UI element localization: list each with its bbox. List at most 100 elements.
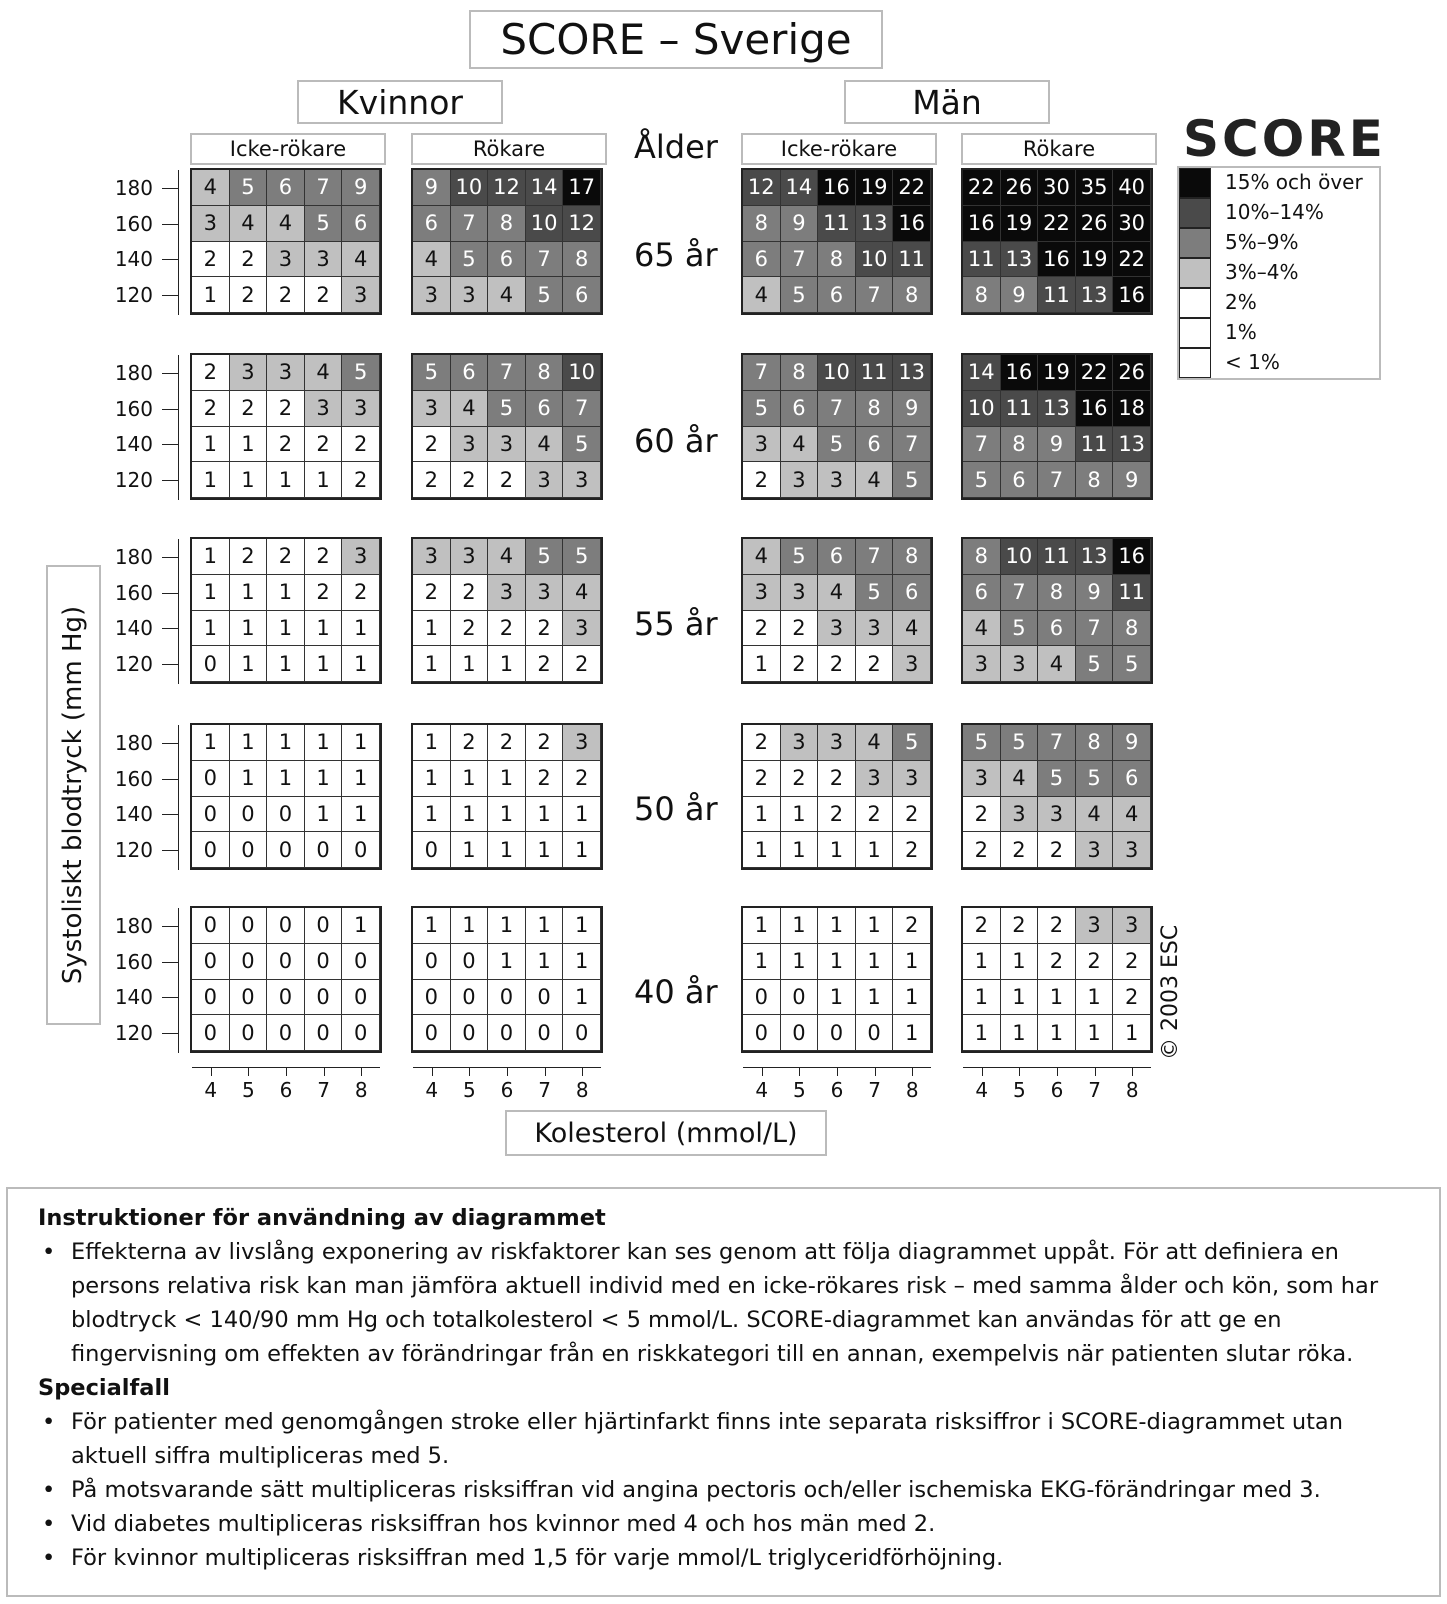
legend-item: 3%–4%	[1179, 258, 1379, 288]
cholesterol-axis-line	[963, 1067, 1151, 1068]
risk-cell: 13	[893, 355, 931, 391]
risk-cell: 6	[855, 426, 894, 463]
bp-tick	[162, 259, 178, 261]
risk-cell: 3	[450, 277, 489, 313]
risk-cell: 1	[229, 574, 268, 611]
risk-cell: 3	[304, 390, 343, 427]
risk-cell: 1	[450, 646, 489, 682]
cholesterol-tick	[431, 1068, 433, 1076]
risk-cell: 4	[342, 241, 380, 278]
cholesterol-tick	[210, 1068, 212, 1076]
cholesterol-tick	[469, 1068, 471, 1076]
risk-cell: 6	[743, 241, 781, 278]
bp-tick	[162, 187, 178, 189]
instructions-heading: Instruktioner för användning av diagramm…	[38, 1205, 606, 1231]
risk-cell: 1	[488, 760, 526, 797]
risk-cell: 5	[818, 426, 856, 463]
risk-cell: 2	[267, 277, 305, 313]
legend-label: 15% och över	[1225, 170, 1363, 194]
bp-tick-label: 140	[114, 802, 153, 827]
bp-tick-label: 120	[114, 652, 153, 677]
risk-cell: 1	[525, 908, 564, 944]
special-case-bullet: Vid diabetes multipliceras risksiffran h…	[38, 1507, 1409, 1541]
risk-cell: 12	[743, 170, 781, 206]
risk-cell: 1	[192, 610, 230, 647]
risk-cell: 8	[893, 539, 931, 575]
risk-cell: 1	[229, 426, 268, 463]
risk-cell: 0	[229, 943, 268, 980]
risk-cell: 26	[1113, 355, 1151, 391]
cholesterol-tick	[981, 1068, 983, 1076]
risk-cell: 1	[342, 908, 380, 944]
risk-cell: 0	[267, 908, 305, 944]
risk-cell: 0	[342, 943, 380, 980]
risk-cell: 2	[1038, 908, 1076, 944]
risk-cell: 16	[963, 205, 1001, 242]
risk-cell: 2	[342, 462, 380, 498]
risk-cell: 4	[192, 170, 230, 206]
risk-cell: 3	[342, 539, 380, 575]
risk-cell: 2	[192, 241, 230, 278]
risk-cell: 5	[963, 462, 1001, 498]
risk-cell: 1	[743, 796, 781, 833]
risk-cell: 4	[963, 610, 1001, 647]
risk-cell: 1	[855, 908, 894, 944]
risk-cell: 11	[893, 241, 931, 278]
risk-cell: 7	[855, 277, 894, 313]
bp-tick	[162, 295, 178, 297]
risk-cell: 3	[855, 760, 894, 797]
cholesterol-tick	[1057, 1068, 1058, 1076]
risk-cell: 3	[780, 462, 819, 498]
bp-axis-line	[178, 170, 179, 315]
risk-cell: 0	[413, 832, 451, 868]
cholesterol-tick-label: 4	[425, 1078, 439, 1102]
risk-cell: 10	[563, 355, 601, 391]
risk-cell: 1	[192, 426, 230, 463]
risk-cell: 16	[893, 205, 931, 242]
risk-cell: 1	[450, 760, 489, 797]
risk-cell: 1	[963, 1015, 1001, 1051]
risk-cell: 5	[1038, 760, 1076, 797]
risk-cell: 2	[743, 610, 781, 647]
risk-cell: 0	[342, 979, 380, 1016]
risk-cell: 0	[450, 1015, 489, 1051]
risk-cell: 1	[304, 760, 343, 797]
risk-cell: 2	[743, 725, 781, 761]
risk-cell: 9	[1113, 725, 1151, 761]
risk-cell: 1	[1075, 979, 1114, 1016]
risk-cell: 0	[192, 943, 230, 980]
risk-cell: 3	[563, 725, 601, 761]
bp-tick-label: 140	[114, 432, 153, 457]
bp-tick-label: 160	[114, 396, 153, 421]
risk-cell: 14	[780, 170, 819, 206]
cholesterol-tick	[1132, 1068, 1134, 1076]
risk-cell: 18	[1113, 390, 1151, 427]
risk-grid-men-smoker: 22 26 30 35 40 16 19 22 26 30 11 13 16 19 22 8 9 11 13 16	[961, 168, 1153, 315]
risk-cell: 4	[743, 539, 781, 575]
risk-cell: 8	[818, 241, 856, 278]
special-case-bullet: För patienter med genomgången stroke ell…	[38, 1405, 1409, 1473]
risk-cell: 3	[342, 390, 380, 427]
risk-cell: 4	[855, 462, 894, 498]
risk-cell: 3	[1075, 832, 1114, 868]
risk-cell: 3	[893, 646, 931, 682]
risk-cell: 7	[818, 390, 856, 427]
risk-cell: 2	[413, 574, 451, 611]
risk-cell: 0	[304, 979, 343, 1016]
cholesterol-tick-label: 5	[463, 1078, 476, 1102]
risk-cell: 3	[563, 462, 601, 498]
cholesterol-tick-label: 5	[793, 1078, 806, 1102]
risk-cell: 3	[192, 205, 230, 242]
risk-cell: 6	[963, 574, 1001, 611]
risk-cell: 5	[893, 462, 931, 498]
risk-cell: 2	[304, 574, 343, 611]
risk-cell: 10	[963, 390, 1001, 427]
risk-cell: 1	[450, 832, 489, 868]
risk-cell: 0	[192, 908, 230, 944]
y-axis-label-box: Systoliskt blodtryck (mm Hg)	[46, 565, 101, 1025]
cholesterol-tick-label: 5	[242, 1078, 255, 1102]
risk-cell: 2	[563, 646, 601, 682]
bp-tick	[162, 961, 178, 963]
risk-cell: 6	[893, 574, 931, 611]
